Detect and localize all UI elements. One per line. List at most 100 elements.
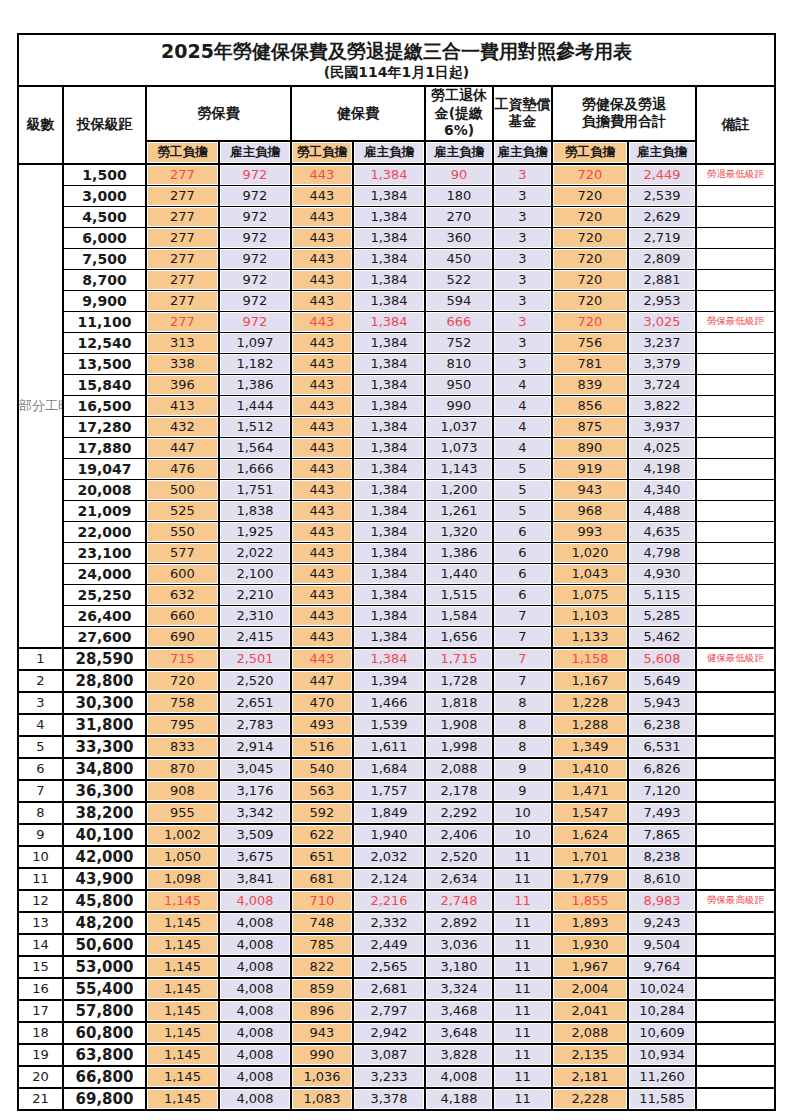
value-cell: 8,610 [628,868,696,890]
value-cell: 1,384 [353,227,425,248]
value-cell: 11 [493,846,552,868]
value-cell: 4,008 [219,978,291,1000]
value-cell: 592 [291,802,353,824]
value-cell: 1,893 [552,912,628,934]
value-cell: 11 [493,978,552,1000]
remark-cell [696,185,775,206]
value-cell: 360 [425,227,493,248]
value-cell: 1,158 [552,648,628,670]
bracket-cell: 33,300 [63,736,146,758]
value-cell: 1,145 [146,1044,219,1066]
remark-cell [696,1000,775,1022]
value-cell: 2,719 [628,227,696,248]
value-cell: 1,384 [353,626,425,648]
value-cell: 660 [146,605,219,626]
value-cell: 396 [146,374,219,395]
value-cell: 3 [493,164,552,186]
value-cell: 7 [493,605,552,626]
value-cell: 6 [493,521,552,542]
bracket-cell: 22,000 [63,521,146,542]
value-cell: 955 [146,802,219,824]
value-cell: 1,384 [353,395,425,416]
bracket-cell: 3,000 [63,185,146,206]
value-cell: 1,037 [425,416,493,437]
remark-cell [696,824,775,846]
value-cell: 822 [291,956,353,978]
value-cell: 6,238 [628,714,696,736]
level-cell: 15 [18,956,63,978]
value-cell: 990 [425,395,493,416]
value-cell: 11 [493,1044,552,1066]
value-cell: 270 [425,206,493,227]
value-cell: 11 [493,1088,552,1110]
level-cell-part-time: 部分工時 [18,164,63,648]
table-title: 2025年勞健保保費及勞退提繳三合一費用對照參考用表 (民國114年1月1日起) [18,34,775,86]
value-cell: 1,228 [552,692,628,714]
value-cell: 1,145 [146,912,219,934]
value-cell: 338 [146,353,219,374]
value-cell: 5,608 [628,648,696,670]
level-cell: 21 [18,1088,63,1110]
table-row: 1757,8001,1454,0088962,7973,468112,04110… [18,1000,775,1022]
value-cell: 1,133 [552,626,628,648]
value-cell: 720 [552,269,628,290]
value-cell: 2,041 [552,1000,628,1022]
remark-cell [696,802,775,824]
bracket-cell: 6,000 [63,227,146,248]
value-cell: 993 [552,521,628,542]
value-cell: 1,444 [219,395,291,416]
subheader-health-employer: 雇主負擔 [353,141,425,164]
level-cell: 2 [18,670,63,692]
value-cell: 4,025 [628,437,696,458]
value-cell: 5,285 [628,605,696,626]
remark-cell [696,458,775,479]
value-cell: 3,342 [219,802,291,824]
bracket-cell: 34,800 [63,758,146,780]
value-cell: 2,681 [353,978,425,1000]
value-cell: 3 [493,227,552,248]
value-cell: 4 [493,395,552,416]
value-cell: 277 [146,227,219,248]
value-cell: 4,798 [628,542,696,563]
value-cell: 443 [291,206,353,227]
value-cell: 8 [493,692,552,714]
table-row: 1860,8001,1454,0089432,9423,648112,08810… [18,1022,775,1044]
value-cell: 1,002 [146,824,219,846]
table-row: 23,1005772,0224431,3841,38661,0204,798 [18,542,775,563]
value-cell: 3 [493,269,552,290]
value-cell: 5 [493,479,552,500]
value-cell: 2,124 [353,868,425,890]
table-row: 1042,0001,0503,6756512,0322,520111,7018,… [18,846,775,868]
remark-cell [696,206,775,227]
value-cell: 651 [291,846,353,868]
level-cell: 19 [18,1044,63,1066]
value-cell: 681 [291,868,353,890]
value-cell: 875 [552,416,628,437]
value-cell: 2,797 [353,1000,425,1022]
value-cell: 7 [493,670,552,692]
value-cell: 1,611 [353,736,425,758]
table-row: 4,5002779724431,38427037202,629 [18,206,775,227]
remark-cell [696,758,775,780]
value-cell: 9,243 [628,912,696,934]
value-cell: 3,509 [219,824,291,846]
bracket-cell: 7,500 [63,248,146,269]
bracket-cell: 27,600 [63,626,146,648]
value-cell: 10 [493,824,552,846]
table-row: 27,6006902,4154431,3841,65671,1335,462 [18,626,775,648]
value-cell: 3,378 [353,1088,425,1110]
value-cell: 972 [219,269,291,290]
value-cell: 9 [493,758,552,780]
table-row: 24,0006002,1004431,3841,44061,0434,930 [18,563,775,584]
table-row: 2066,8001,1454,0081,0363,2334,008112,181… [18,1066,775,1088]
table-row: 3,0002779724431,38418037202,539 [18,185,775,206]
value-cell: 1,097 [219,332,291,353]
header-pension: 勞工退休 金(提繳6%) [425,86,493,141]
table-row: 21,0095251,8384431,3841,26159684,488 [18,500,775,521]
value-cell: 1,779 [552,868,628,890]
value-cell: 1,547 [552,802,628,824]
value-cell: 1,020 [552,542,628,563]
value-cell: 8 [493,714,552,736]
value-cell: 5 [493,458,552,479]
value-cell: 3,233 [353,1066,425,1088]
